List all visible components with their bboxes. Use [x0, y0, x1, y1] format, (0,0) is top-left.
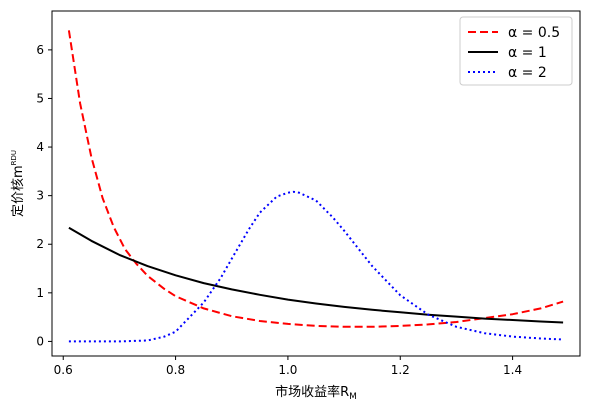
- y-axis: 0 1 2 3 4 5 6: [36, 43, 52, 348]
- x-axis-label: 市场收益率RM: [275, 384, 357, 402]
- legend: α = 0.5 α = 1 α = 2: [459, 16, 573, 86]
- legend-label: α = 2: [508, 65, 547, 81]
- y-tick-label: 0: [36, 334, 44, 348]
- y-axis-label-main: 定价核m: [11, 165, 26, 217]
- series-line-1: [67, 30, 564, 328]
- x-tick-label: 1.2: [391, 363, 410, 377]
- y-axis-label: 定价核mRDU: [10, 150, 26, 217]
- x-axis-label-main: 市场收益率R: [275, 384, 349, 400]
- y-tick-label: 4: [36, 140, 44, 154]
- x-tick-label: 1.0: [278, 363, 297, 377]
- x-tick-label: 0.6: [54, 363, 73, 377]
- x-tick-label: 0.8: [166, 363, 185, 377]
- y-tick-label: 2: [36, 237, 44, 251]
- y-axis-label-superscript: RDU: [10, 150, 18, 165]
- legend-label: α = 0.5: [508, 25, 560, 41]
- legend-box: [459, 16, 573, 86]
- x-axis: 0.6 0.8 1.0 1.2 1.4: [54, 356, 522, 377]
- y-tick-label: 6: [36, 43, 44, 57]
- y-tick-label: 1: [36, 286, 44, 300]
- y-tick-label: 3: [36, 189, 44, 203]
- x-axis-label-subscript: M: [349, 392, 357, 402]
- x-tick-label: 1.4: [503, 363, 522, 377]
- y-tick-label: 5: [36, 91, 44, 105]
- series-line-2: [68, 226, 564, 324]
- plot-frame: [51, 10, 581, 357]
- legend-label: α = 1: [508, 45, 547, 61]
- series-line-3: [68, 190, 564, 343]
- series-lines: [67, 30, 564, 343]
